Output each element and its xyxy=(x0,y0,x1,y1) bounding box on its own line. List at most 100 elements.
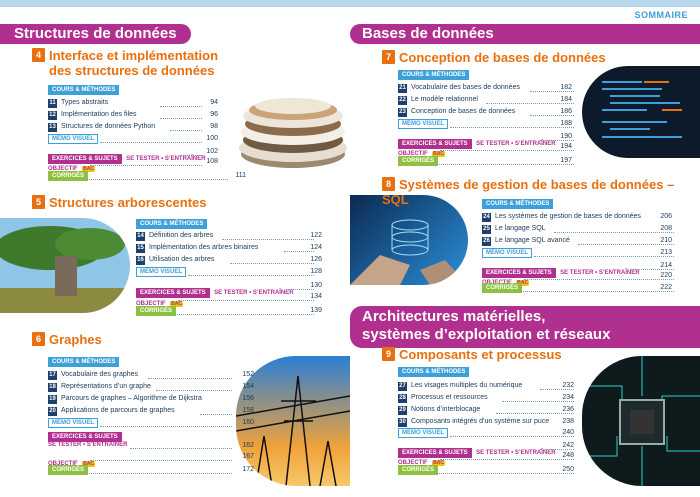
corriges-label[interactable]: CORRIGÉS xyxy=(48,171,89,181)
chapter-number: 7 xyxy=(382,50,395,64)
dot-leader xyxy=(540,140,574,141)
memo-visuel-label[interactable]: MÉMO VISUEL xyxy=(48,134,99,144)
label: SE TESTER • S’ENTRAÎNER xyxy=(476,141,556,147)
toc-entry[interactable]: 17 Vocabulaire des graphes xyxy=(48,370,138,380)
page-number: 197 xyxy=(560,157,572,164)
toc-entry[interactable]: 29 Notions d’interblocage xyxy=(398,405,480,415)
dot-leader xyxy=(554,232,674,233)
dot-leader xyxy=(524,279,674,280)
memo-visuel-label[interactable]: MÉMO VISUEL xyxy=(136,267,187,277)
chapter-4-title[interactable]: 4 Interface et implémentation des structu… xyxy=(32,48,218,78)
chapter-5-title[interactable]: 5 Structures arborescentes xyxy=(32,195,207,210)
toc-entry[interactable]: 13 Structures de données Python xyxy=(48,122,155,132)
entry-text: Structures arborescentes xyxy=(49,195,207,210)
toc-entry[interactable]: 18 Représentations d’un graphe xyxy=(48,382,151,392)
page-number: 206 xyxy=(660,213,672,220)
dot-leader xyxy=(440,150,574,151)
dot-leader xyxy=(170,130,202,131)
toc-entry[interactable]: 11 Types abstraits xyxy=(48,98,108,108)
toc-entry[interactable]: 20 Applications de parcours de graphes xyxy=(48,406,175,416)
dot-leader xyxy=(90,165,202,166)
memo-visuel-label[interactable]: MÉMO VISUEL xyxy=(398,428,449,438)
toc-entry[interactable]: 16 Utilisation des arbres xyxy=(136,255,214,265)
page-number: 234 xyxy=(562,394,574,401)
dot-leader xyxy=(540,389,574,390)
dot-leader xyxy=(436,164,574,165)
page-number: 236 xyxy=(562,406,574,413)
page-number: 248 xyxy=(562,452,574,459)
objectif-bac-row[interactable]: OBJECTIF BAC xyxy=(398,142,445,160)
corriges-label[interactable]: CORRIGÉS xyxy=(48,465,89,475)
dot-leader xyxy=(288,289,314,290)
tester-label[interactable]: SE TESTER • S’ENTRAÎNER xyxy=(48,442,128,448)
label: SE TESTER • S’ENTRAÎNER xyxy=(126,156,206,162)
objectif-bac-row[interactable]: OBJECTIF BAC xyxy=(398,451,445,469)
exercices-row[interactable]: EXERCICES & SUJETS SE TESTER • S’ENTRAÎN… xyxy=(48,147,206,165)
page-number: 162 xyxy=(242,442,254,449)
chapter-8-title[interactable]: 8 Systèmes de gestion de bases de données… xyxy=(382,177,700,207)
exercices-row[interactable]: EXERCICES & SUJETS SE TESTER • S’ENTRAÎN… xyxy=(136,281,294,299)
toc-entry[interactable]: 27 Les visages multiples du numérique xyxy=(398,381,522,391)
label: SE TESTER • S’ENTRAÎNER xyxy=(560,270,640,276)
corriges-label[interactable]: CORRIGÉS xyxy=(136,306,177,316)
label: SE TESTER • S’ENTRAÎNER xyxy=(476,450,556,456)
page-number: 188 xyxy=(560,120,572,127)
exercices-row[interactable]: EXERCICES & SUJETS SE TESTER • S’ENTRAÎN… xyxy=(398,441,556,459)
memo-visuel-label[interactable]: MÉMO VISUEL xyxy=(398,119,449,129)
dot-leader xyxy=(188,275,314,276)
page-number: 124 xyxy=(310,244,322,251)
chapter-6-title[interactable]: 6 Graphes xyxy=(32,332,102,347)
toc-entry[interactable]: 22 Le modèle relationnel xyxy=(398,95,478,105)
page-number: 220 xyxy=(660,272,672,279)
chapter-9-title[interactable]: 9 Composants et processus xyxy=(382,347,562,362)
exercices-label[interactable]: EXERCICES & SUJETS xyxy=(48,432,122,442)
toc-entry[interactable]: 19 Parcours de graphes – Algorithme de Di… xyxy=(48,394,202,404)
label: BAC xyxy=(432,460,445,466)
lesson-number: 27 xyxy=(398,382,407,391)
toc-entry[interactable]: 23 Conception de bases de données xyxy=(398,107,515,117)
corriges-label[interactable]: CORRIGÉS xyxy=(398,465,439,475)
corriges-label[interactable]: CORRIGÉS xyxy=(482,283,523,293)
memo-visuel-label[interactable]: MÉMO VISUEL xyxy=(482,248,533,258)
objectif-bac-row[interactable]: OBJECTIF BAC xyxy=(136,292,183,310)
objectif-bac-row[interactable]: OBJECTIF BAC xyxy=(48,452,95,470)
toc-entry[interactable]: 28 Processus et ressources xyxy=(398,393,488,403)
dot-leader xyxy=(530,91,574,92)
label: OBJECTIF xyxy=(136,301,166,307)
label: BAC xyxy=(516,280,529,286)
objectif-bac-row[interactable]: OBJECTIF BAC xyxy=(48,157,95,175)
toc-entry[interactable]: 14 Définition des arbres xyxy=(136,231,213,241)
label: OBJECTIF xyxy=(48,461,78,467)
page-number: 126 xyxy=(310,256,322,263)
toc-entry[interactable]: 30 Composants intégrés d’un système sur p… xyxy=(398,417,549,427)
page-number: 167 xyxy=(242,453,254,460)
page-number: 214 xyxy=(660,262,672,269)
page-number: 94 xyxy=(210,99,218,106)
dot-leader xyxy=(100,142,202,143)
toc-entry[interactable]: 15 Implémentation des arbres binaires xyxy=(136,243,258,253)
label: EXERCICES & SUJETS xyxy=(398,139,472,149)
dot-leader xyxy=(130,448,232,449)
chapter-title-line-2: des structures de données xyxy=(49,63,215,78)
label: SE TESTER • S’ENTRAÎNER xyxy=(214,290,294,296)
toc-entry[interactable]: 24 Les systèmes de gestion de bases de do… xyxy=(482,212,641,222)
chapter-7-title[interactable]: 7 Conception de bases de données xyxy=(382,50,606,65)
dot-leader xyxy=(534,256,674,257)
power-pylons-photo xyxy=(236,356,350,486)
label: OBJECTIF xyxy=(398,151,428,157)
dot-leader xyxy=(86,179,228,180)
corriges-label[interactable]: CORRIGÉS xyxy=(398,156,439,166)
lesson-number: 23 xyxy=(398,108,407,117)
exercices-row[interactable]: EXERCICES & SUJETS SE TESTER • S’ENTRAÎN… xyxy=(482,261,640,279)
toc-entry[interactable]: 25 Le langage SQL xyxy=(482,224,546,234)
exercices-row[interactable]: EXERCICES & SUJETS SE TESTER • S’ENTRAÎN… xyxy=(398,132,556,150)
memo-visuel-label[interactable]: MÉMO VISUEL xyxy=(48,418,99,428)
lesson-number: 28 xyxy=(398,394,407,403)
entry-text: Types abstraits xyxy=(61,99,109,106)
toc-entry[interactable]: 26 Le langage SQL avancé xyxy=(482,236,570,246)
pylons-illustration xyxy=(236,375,350,486)
lesson-number: 29 xyxy=(398,406,407,415)
label: EXERCICES & SUJETS xyxy=(482,268,556,278)
toc-entry[interactable]: 21 Vocabulaire des bases de données xyxy=(398,83,520,93)
toc-entry[interactable]: 12 Implémentation des files xyxy=(48,110,136,120)
